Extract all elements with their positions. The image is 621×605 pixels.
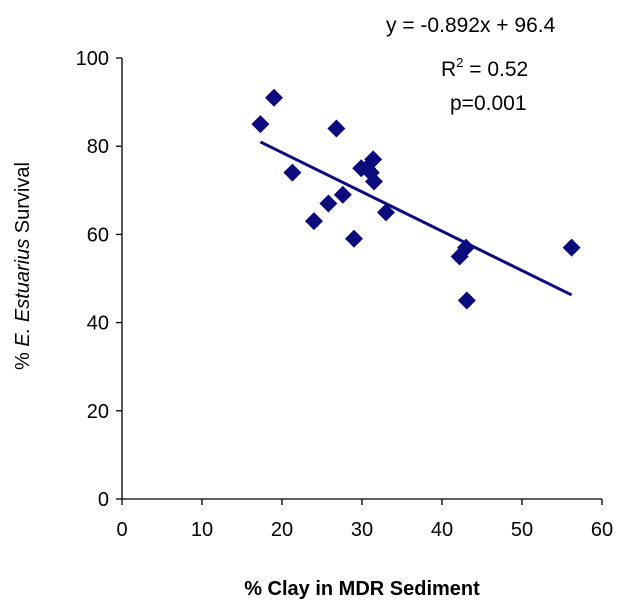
data-point [457,238,475,257]
data-point [450,247,469,266]
tick-labels: 0 20 40 60 80 100 0 10 20 30 40 50 60 [76,48,614,541]
data-point [251,115,270,134]
data-point [327,119,346,138]
p-value-label: p=0.001 [450,92,527,115]
data-point [283,163,302,182]
r-squared-label: R2 = 0.52 [441,55,528,81]
r-squared-superscript: 2 [456,55,463,70]
axes [116,57,603,505]
y-tick-label: 0 [98,489,109,511]
y-axis-title-suffix: Survival [12,162,34,239]
y-tick-label: 60 [87,224,109,246]
r-squared-r: R [441,58,456,81]
x-tick-label: 30 [351,519,373,541]
data-points [251,88,581,310]
y-tick-label: 80 [87,136,109,158]
regression-equation: y = -0.892x + 96.4 [386,14,556,37]
y-tick-label: 20 [87,401,109,423]
data-point [265,88,283,107]
x-tick-label: 60 [591,519,613,541]
r-squared-value: = 0.52 [463,58,528,81]
trendline [259,140,573,297]
x-tick-label: 0 [116,519,127,541]
data-point [333,185,352,204]
y-tick-label: 40 [87,313,109,335]
x-tick-label: 20 [271,519,293,541]
data-point [377,203,395,222]
data-point [345,229,363,248]
data-point [365,172,383,191]
x-tick-label: 50 [511,519,533,541]
y-tick-label: 100 [76,48,109,70]
x-tick-label: 10 [191,519,213,541]
x-tick-label: 40 [431,519,453,541]
data-point [364,150,383,169]
data-point [562,238,581,257]
data-point [319,194,338,213]
data-point [457,291,476,310]
y-axis-title-prefix: % [12,347,34,370]
x-axis-title: % Clay in MDR Sediment [244,578,480,600]
y-axis-title-species: E. Estuarius [12,239,34,347]
trendline-group [259,140,573,297]
data-point [305,212,323,231]
y-axis-title: % E. Estuarius Survival [12,162,34,370]
